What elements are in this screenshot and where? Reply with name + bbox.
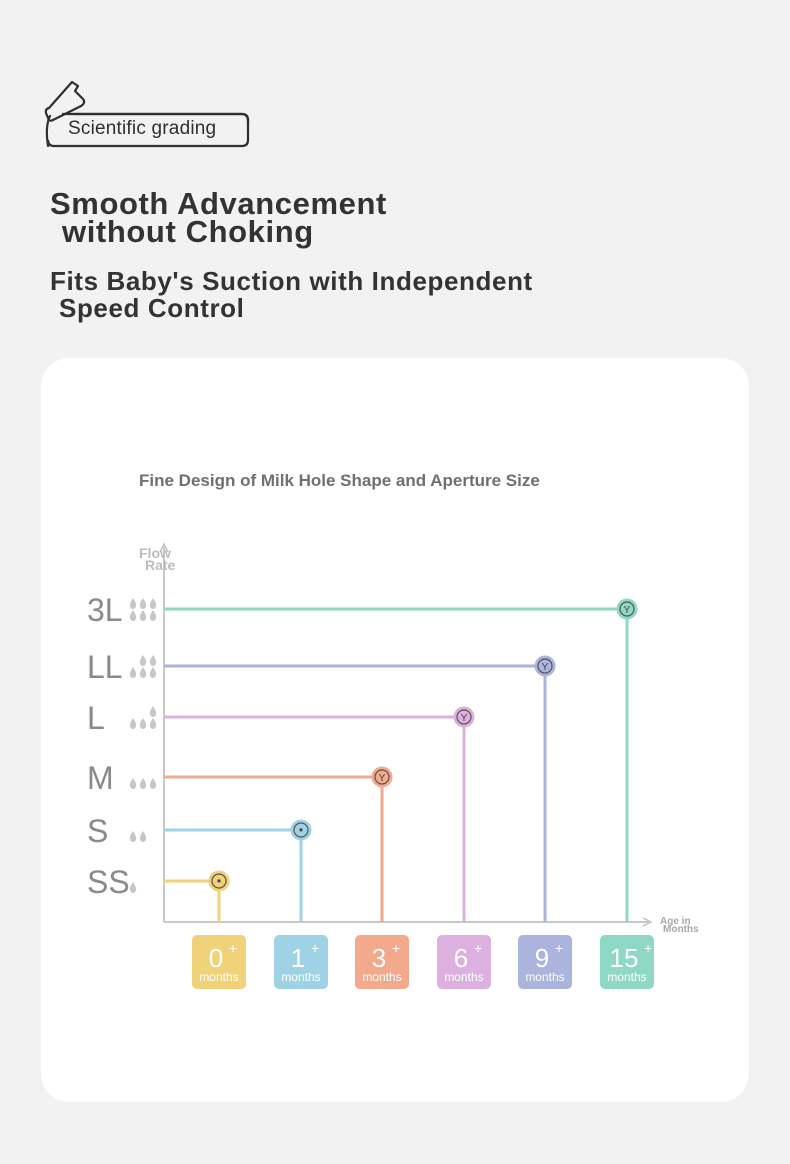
hole-marker-ring: [537, 658, 553, 674]
flow-drop-icon: [139, 655, 147, 666]
y-tick-label-3l: 3L: [87, 592, 123, 628]
flow-drop-icon: [149, 667, 157, 678]
flow-drop-icon: [139, 718, 147, 729]
flow-drop-icon: [139, 831, 147, 842]
headline: Smooth Advancement without Choking: [50, 188, 387, 249]
flow-drop-icon: [129, 667, 137, 678]
age-badge-plus: +: [229, 940, 237, 956]
y-axis-label-line2: Rate: [145, 557, 176, 573]
hole-shape-label: •: [299, 823, 303, 837]
flow-drop-icon: [129, 718, 137, 729]
y-axis-label-line1: Flow: [139, 545, 171, 561]
flow-drop-icon: [149, 598, 157, 609]
flow-drop-icon: [149, 778, 157, 789]
flow-drop-icon: [149, 610, 157, 621]
hole-marker-ring: [211, 873, 227, 889]
age-badge-3: [355, 935, 409, 989]
age-badge-plus: +: [392, 940, 400, 956]
hole-marker-ring: [293, 822, 309, 838]
y-tick-label-l: L: [87, 700, 105, 736]
age-badge-plus: +: [644, 940, 652, 956]
baby-bottle-icon: [44, 80, 250, 148]
subheadline: Fits Baby's Suction with Independent Spe…: [50, 268, 533, 322]
x-axis-label-line1: Age in: [660, 916, 691, 927]
hole-shape-label: •: [217, 874, 221, 888]
age-badge-unit: months: [444, 970, 483, 984]
flow-drop-icon: [139, 778, 147, 789]
hole-shape-label: Y: [624, 605, 631, 616]
hole-shape-label: Y: [379, 773, 386, 784]
age-badge-number: 3: [372, 943, 386, 973]
chart-card: Fine Design of Milk Hole Shape and Apert…: [41, 358, 749, 1102]
age-badge-number: 15: [610, 943, 639, 973]
age-badge-plus: +: [311, 940, 319, 956]
y-tick-label-s: S: [87, 813, 108, 849]
flow-drop-icon: [139, 610, 147, 621]
flow-drop-icon: [149, 706, 157, 717]
subheadline-line1: Fits Baby's Suction with Independent: [50, 266, 533, 296]
flow-drop-icon: [139, 598, 147, 609]
age-badge-number: 9: [535, 943, 549, 973]
chart-title: Fine Design of Milk Hole Shape and Apert…: [139, 471, 540, 490]
headline-line2: without Choking: [62, 214, 314, 249]
age-badge-9: [518, 935, 572, 989]
hole-marker-ring: [374, 769, 390, 785]
flow-drop-icon: [129, 778, 137, 789]
age-badge-number: 1: [291, 943, 305, 973]
badge-label: Scientific grading: [68, 118, 217, 139]
age-badge-unit: months: [281, 970, 320, 984]
hole-marker-ring: [456, 709, 472, 725]
hole-shape-label: Y: [542, 662, 549, 673]
headline-line1: Smooth Advancement: [50, 186, 387, 221]
flow-drop-icon: [129, 598, 137, 609]
hole-shape-label: Y: [461, 713, 468, 724]
flow-drop-icon: [139, 667, 147, 678]
x-axis-arrow: [642, 917, 653, 927]
flow-drop-icon: [129, 882, 137, 893]
flow-drop-icon: [129, 831, 137, 842]
age-badge-6: [437, 935, 491, 989]
subheadline-line2: Speed Control: [59, 293, 245, 323]
age-badge-plus: +: [555, 940, 563, 956]
age-badge-unit: months: [607, 970, 646, 984]
flow-drop-icon: [149, 655, 157, 666]
age-badge-unit: months: [525, 970, 564, 984]
hole-marker-ring: [619, 601, 635, 617]
y-tick-label-ll: LL: [87, 649, 123, 685]
age-badge-number: 0: [209, 943, 223, 973]
age-badge-number: 6: [454, 943, 468, 973]
y-axis-arrow: [159, 542, 169, 553]
flow-drop-icon: [149, 718, 157, 729]
y-tick-label-ss: SS: [87, 864, 130, 900]
age-badge-1: [274, 935, 328, 989]
age-badge-unit: months: [362, 970, 401, 984]
age-badge-0: [192, 935, 246, 989]
x-axis-label-line2: Months: [663, 924, 699, 935]
age-badge-plus: +: [474, 940, 482, 956]
y-tick-label-m: M: [87, 760, 114, 796]
age-badge-15: [600, 935, 654, 989]
flow-rate-chart: Fine Design of Milk Hole Shape and Apert…: [87, 471, 699, 989]
scientific-grading-badge: Scientific grading: [44, 76, 254, 152]
age-badge-unit: months: [199, 970, 238, 984]
flow-drop-icon: [129, 610, 137, 621]
